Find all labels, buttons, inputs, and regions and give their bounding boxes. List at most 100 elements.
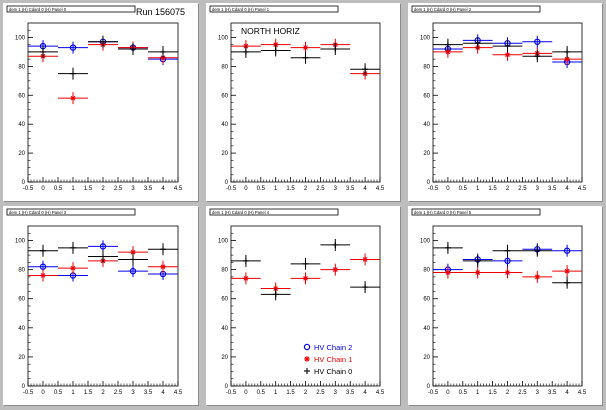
x-tick-label: 4.5 — [578, 186, 587, 192]
y-tick-label: 60 — [18, 93, 25, 99]
x-tick-label: 4.5 — [578, 390, 587, 396]
panel-title: dem 1 (H) Cdard 0 (H) Panel 0 — [9, 7, 67, 12]
x-tick-label: 3.5 — [548, 186, 557, 192]
x-tick-label: 4 — [161, 186, 165, 192]
x-tick-label: 0.5 — [459, 186, 468, 192]
panel-title-box: dem 1 (H) Cdard 0 (H) Panel 5 — [411, 208, 541, 216]
y-tick-label: 60 — [221, 93, 228, 99]
data-point — [160, 263, 166, 270]
pad-panel-3: dem 1 (H) Cdard 0 (H) Panel 3 0 20 40 60 80 10… — [3, 206, 199, 406]
data-point — [242, 257, 249, 264]
panel-title: dem 1 (H) Cdard 0 (H) Panel 3 — [9, 210, 67, 215]
data-point — [504, 52, 511, 58]
title-frame — [209, 208, 339, 216]
plot-frame — [230, 225, 381, 387]
x-tick-label: 2.5 — [316, 186, 325, 192]
x-tick-label: 3.5 — [548, 390, 557, 396]
y-tick-label: 60 — [423, 297, 430, 303]
x-tick-label: 3 — [536, 186, 540, 192]
data-point — [272, 47, 279, 54]
y-tick-label: 20 — [18, 355, 25, 361]
data-point — [160, 48, 166, 55]
data-point — [332, 241, 339, 248]
panel-title: dem 1 (H) Cdard 0 (H) Panel 1 — [212, 7, 270, 12]
data-point — [302, 275, 309, 282]
data-point — [302, 260, 309, 267]
data-point — [332, 266, 339, 273]
y-tick-label: 60 — [18, 297, 25, 303]
x-tick-label: 3.5 — [346, 390, 355, 396]
panel-title-box: dem 1 (H) Cdard 0 (H) Panel 3 — [6, 208, 136, 216]
x-tick-label: 2 — [101, 186, 105, 192]
y-tick-label: 40 — [423, 326, 430, 332]
y-tick-label: 100 — [218, 35, 229, 41]
data-point — [242, 48, 249, 55]
x-tick-label: -0.5 — [428, 186, 439, 192]
x-tick-label: 1 — [476, 390, 480, 396]
data-point — [100, 253, 106, 260]
series-2 — [231, 238, 380, 301]
y-tick-label: 60 — [423, 93, 430, 99]
chart-svg: dem 1 (H) Cdard 0 (H) Panel 202040608010… — [411, 5, 587, 192]
series-2 — [28, 241, 178, 266]
x-tick-label: -0.5 — [226, 186, 237, 192]
x-tick-label: -0.5 — [23, 186, 34, 192]
x-tick-label: 4.5 — [376, 390, 385, 396]
x-tick-label: 1 — [274, 186, 278, 192]
legend-label: HV Chain 0 — [314, 367, 352, 376]
x-tick-label: 2 — [304, 186, 308, 192]
y-tick-label: 100 — [218, 239, 229, 245]
x-tick-label: 0.5 — [257, 390, 266, 396]
x-tick-label: 0 — [41, 390, 45, 396]
y-tick-label: 80 — [18, 64, 25, 70]
title-frame — [6, 5, 136, 13]
series-0 — [433, 243, 582, 276]
legend-marker — [304, 356, 310, 362]
series-1 — [433, 265, 582, 283]
data-point — [362, 66, 369, 73]
series-2 — [433, 241, 582, 289]
data-point — [534, 38, 541, 45]
x-tick-label: 4 — [363, 186, 367, 192]
y-tick-label: 80 — [221, 268, 228, 274]
x-tick-label: 2.5 — [114, 186, 123, 192]
y-tick-label: 100 — [15, 35, 26, 41]
x-tick-label: 3.5 — [346, 186, 355, 192]
y-tick-label: 100 — [420, 35, 431, 41]
x-tick-label: -0.5 — [428, 390, 439, 396]
title-frame — [411, 208, 541, 216]
y-tick-label: 0 — [22, 180, 26, 186]
title-frame — [6, 208, 136, 216]
data-point — [302, 54, 309, 61]
x-tick-label: 4 — [363, 390, 367, 396]
y-tick-label: 80 — [423, 64, 430, 70]
x-tick-label: 1.5 — [84, 390, 93, 396]
x-tick-label: 1.5 — [488, 186, 497, 192]
x-tick-label: 2 — [506, 186, 510, 192]
data-point — [504, 269, 511, 276]
series-2 — [433, 37, 582, 63]
data-point — [302, 44, 309, 51]
legend-marker — [303, 343, 311, 351]
data-point — [504, 257, 511, 265]
x-tick-label: 2.5 — [316, 390, 325, 396]
x-tick-label: -0.5 — [23, 390, 34, 396]
run-label: Run 156075 — [136, 7, 185, 17]
data-point — [474, 40, 481, 47]
x-tick-label: 1.5 — [286, 390, 295, 396]
y-tick-label: 20 — [423, 151, 430, 157]
y-tick-label: 0 — [427, 180, 431, 186]
x-tick-label: 1 — [274, 390, 278, 396]
panel-title-box: dem 1 (H) Cdard 0 (H) Panel 4 — [209, 208, 339, 216]
data-point — [40, 247, 46, 254]
data-point — [70, 70, 76, 77]
data-point — [332, 46, 339, 53]
data-point — [272, 291, 279, 298]
pad-panel-2: dem 1 (H) Cdard 0 (H) Panel 2 0 20 40 60 80 10… — [408, 3, 603, 202]
panel-title: dem 1 (H) Cdard 0 (H) Panel 2 — [414, 7, 472, 12]
panel-title-box: dem 1 (H) Cdard 0 (H) Panel 1 — [209, 5, 339, 13]
x-tick-label: 3 — [536, 390, 540, 396]
x-tick-label: 4 — [565, 186, 569, 192]
data-point — [474, 257, 481, 264]
x-tick-label: 4.5 — [174, 186, 183, 192]
